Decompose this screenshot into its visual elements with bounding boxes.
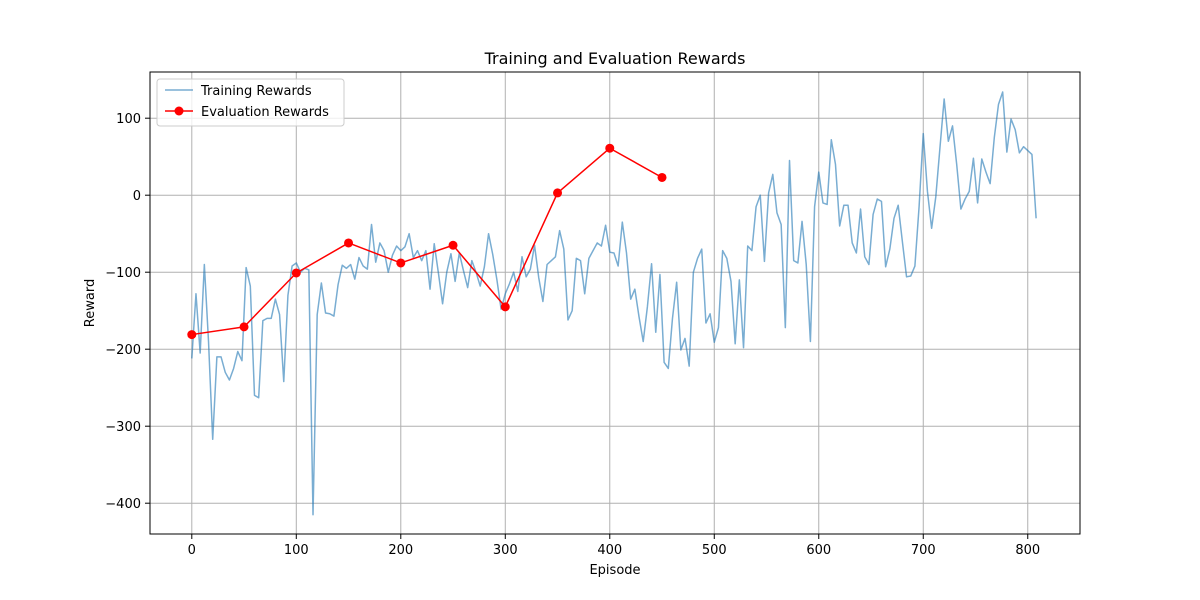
y-tick-label: −100 [105,266,141,281]
evaluation-point [187,330,197,340]
evaluation-point [448,240,458,250]
x-tick-label: 600 [806,543,831,558]
x-tick-label: 0 [188,543,196,558]
training-rewards-line [191,91,1037,516]
x-tick-label: 500 [702,543,727,558]
y-tick-label: −200 [105,343,141,358]
evaluation-point [605,143,615,153]
legend-marker-evaluation [174,106,184,116]
y-tick-label: 0 [133,189,141,204]
x-tick-label: 300 [493,543,518,558]
x-axis-label: Episode [589,563,640,578]
plot-frame [149,71,1081,535]
evaluation-point [239,322,249,332]
y-axis-label: Reward [83,279,98,327]
x-tick-label: 400 [597,543,622,558]
series-layer [187,91,1037,516]
x-tick-label: 200 [388,543,413,558]
legend-label-training: Training Rewards [200,84,312,99]
grid [150,72,1080,534]
evaluation-point [553,188,563,198]
legend: Training Rewards Evaluation Rewards [156,78,345,127]
y-tick-label: −400 [105,497,141,512]
evaluation-point [344,238,354,248]
x-tick-label: 800 [1015,543,1040,558]
y-axis-ticks: −400 −300 −200 −100 0 100 [105,112,150,512]
x-tick-label: 100 [284,543,309,558]
evaluation-rewards-line [191,147,663,336]
evaluation-point [500,302,510,312]
chart-title: Training and Evaluation Rewards [484,49,746,68]
x-axis-ticks: 0 100 200 300 400 500 600 700 800 [188,534,1040,558]
x-tick-label: 700 [911,543,936,558]
evaluation-point [291,268,301,278]
y-tick-label: 100 [116,112,141,127]
y-tick-label: −300 [105,420,141,435]
evaluation-point [396,258,406,268]
legend-box [156,78,345,127]
evaluation-point [657,172,667,182]
legend-label-evaluation: Evaluation Rewards [201,105,329,120]
